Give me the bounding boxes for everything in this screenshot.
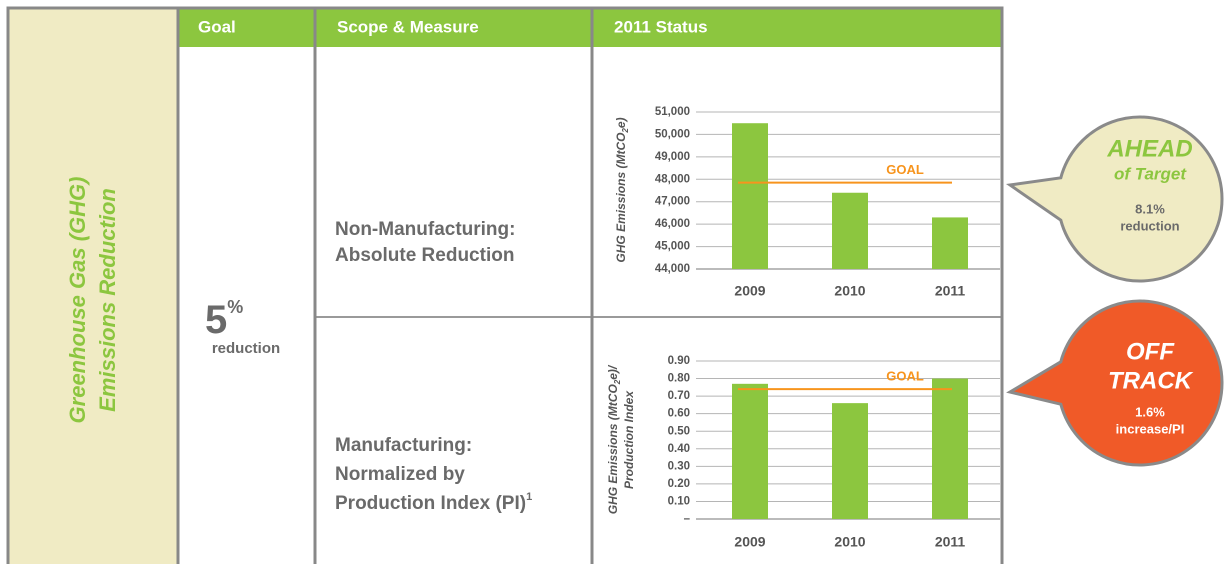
y-tick-label: 0.50 xyxy=(668,425,690,437)
goal-label: GOAL xyxy=(886,369,924,384)
y-tick-label: 50,000 xyxy=(655,128,690,140)
y-tick-label: 0.40 xyxy=(668,443,690,455)
header-cell: 2011 Status xyxy=(614,17,708,36)
goal-label: reduction xyxy=(212,340,280,357)
table-borders xyxy=(6,6,1004,569)
y-tick-label: 0.60 xyxy=(668,408,690,420)
bar xyxy=(832,403,868,519)
footnote-mark: 1 xyxy=(526,491,532,503)
bar xyxy=(932,217,968,269)
y-tick-label: 45,000 xyxy=(655,241,690,253)
callout-detail: 8.1% xyxy=(1135,201,1165,216)
y-tick-label: 0.70 xyxy=(668,390,690,402)
x-tick-label: 2009 xyxy=(734,534,765,550)
goal-number: 5 xyxy=(205,298,227,342)
y-axis-title-line: Production Index xyxy=(622,390,636,489)
callout-bubble xyxy=(1005,115,1224,283)
x-tick-label: 2011 xyxy=(935,283,966,299)
callout-title: TRACK xyxy=(1108,367,1194,394)
callout-detail: reduction xyxy=(1120,218,1179,233)
callout-title: of Target xyxy=(1114,164,1187,183)
bar xyxy=(732,383,768,519)
callout-title: OFF xyxy=(1126,338,1175,365)
scope-text: Non-Manufacturing: xyxy=(335,219,515,240)
y-tick-label: – xyxy=(684,513,691,525)
x-tick-label: 2009 xyxy=(734,283,765,299)
y-tick-label: 0.10 xyxy=(668,495,690,507)
bar xyxy=(732,123,768,269)
y-tick-label: 46,000 xyxy=(655,218,690,230)
y-axis-title-line: GHG Emissions (MtCO2e)/ xyxy=(606,364,622,514)
y-tick-label: 47,000 xyxy=(655,196,690,208)
y-axis-title-part: Production Index xyxy=(622,390,636,489)
x-tick-label: 2011 xyxy=(935,534,966,550)
y-tick-label: 0.20 xyxy=(668,478,690,490)
scope-text: Manufacturing: xyxy=(335,435,472,456)
y-axis-title: GHG Emissions (MtCO2e) xyxy=(614,117,630,262)
y-axis-title: GHG Emissions (MtCO2e)/Production Index xyxy=(606,364,636,514)
header-cell: Goal xyxy=(198,17,236,36)
callout-bubble xyxy=(1006,299,1224,467)
goal-value: 5% xyxy=(205,297,243,342)
bar xyxy=(932,378,968,519)
header-cell: Scope & Measure xyxy=(337,17,479,36)
sidebar xyxy=(8,8,178,568)
y-tick-label: 0.30 xyxy=(668,460,690,472)
goal-label: GOAL xyxy=(886,162,924,177)
y-tick-label: 49,000 xyxy=(655,151,690,163)
y-tick-label: 0.90 xyxy=(668,355,690,367)
y-tick-label: 0.80 xyxy=(668,373,690,385)
callout-detail: 1.6% xyxy=(1135,404,1165,419)
scope-text: Absolute Reduction xyxy=(335,245,514,266)
x-tick-label: 2010 xyxy=(834,534,865,550)
x-tick-label: 2010 xyxy=(834,283,865,299)
y-axis-title-part: e) xyxy=(614,117,628,128)
y-tick-label: 51,000 xyxy=(655,106,690,118)
header-row xyxy=(178,8,1002,47)
bar xyxy=(832,192,868,269)
goal-unit: % xyxy=(227,297,243,317)
y-axis-title-part: e)/ xyxy=(606,364,620,380)
y-axis-title-line: GHG Emissions (MtCO2e) xyxy=(614,117,630,262)
sidebar-line: Emissions Reduction xyxy=(95,188,120,412)
y-tick-label: 48,000 xyxy=(655,173,690,185)
callout-title: AHEAD xyxy=(1106,135,1192,162)
callout-detail: increase/PI xyxy=(1116,421,1185,436)
y-axis-title-part: GHG Emissions (MtCO xyxy=(614,132,628,263)
subscript: 2 xyxy=(621,128,630,134)
sidebar-text: Greenhouse Gas (GHG) Emissions Reduction xyxy=(65,177,120,424)
subscript: 2 xyxy=(613,379,622,385)
y-axis-title-part: GHG Emissions (MtCO xyxy=(606,384,620,515)
sidebar-line: Greenhouse Gas (GHG) xyxy=(65,177,90,424)
scope-text: Production Index (PI)1 xyxy=(335,491,532,514)
scope-text: Normalized by xyxy=(335,464,465,485)
scope-line: Production Index (PI) xyxy=(335,493,526,514)
y-tick-label: 44,000 xyxy=(655,263,690,275)
